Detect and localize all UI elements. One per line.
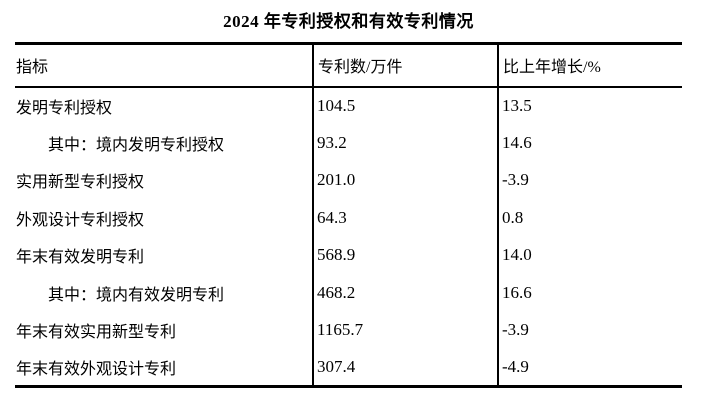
indicator-cell: 年末有效实用新型专利 [16,324,177,342]
growth-cell: -4.9 [497,349,682,387]
indicator-cell: 年末有效发明专利 [16,249,145,267]
table-row: 外观设计专利授权 64.3 0.8 [15,199,682,237]
patent-count-cell: 104.5 [312,86,498,124]
indicator-cell: 其中：境内有效发明专利 [48,286,225,304]
table-header: 指标 专利数/万件 比上年增长/% [15,43,682,88]
indicator-cell: 年末有效外观设计专利 [16,361,177,378]
table-body: 发明专利授权 104.5 13.5 其中：境内发明专利授权 93.2 14.6 实用新型专利… [15,86,682,387]
table-row: 发明专利授权 104.5 13.5 [15,86,682,124]
column-header-patent-count: 专利数/万件 [312,43,498,88]
indicator-cell: 其中：境内发明专利授权 [48,136,225,154]
table-row: 实用新型专利授权 201.0 -3.9 [15,161,682,199]
patent-count-cell: 64.3 [312,199,498,237]
patent-count-cell: 1165.7 [312,311,498,349]
table-row: 其中：境内发明专利授权 93.2 14.6 [15,124,682,162]
patent-count-cell: 568.9 [312,236,498,274]
indicator-cell: 外观设计专利授权 [16,211,145,229]
growth-cell: -3.9 [497,311,682,349]
patent-count-cell: 201.0 [312,161,498,199]
header-row: 指标 专利数/万件 比上年增长/% [15,43,682,88]
table-block: 2024 年专利授权和有效专利情况 指标 专利数/万件 比上年增长/% 发明专利… [15,0,682,388]
growth-cell: 14.6 [497,124,682,162]
growth-cell: 16.6 [497,274,682,312]
growth-cell: 14.0 [497,236,682,274]
growth-cell: -3.9 [497,161,682,199]
growth-cell: 0.8 [497,199,682,237]
patent-statistics-table: 指标 专利数/万件 比上年增长/% 发明专利授权 104.5 13.5 其中：境内发明… [15,42,682,388]
patent-count-cell: 93.2 [312,124,498,162]
column-header-indicator: 指标 [15,43,313,88]
patent-count-cell: 468.2 [312,274,498,312]
indicator-cell: 实用新型专利授权 [16,174,145,192]
table-row: 年末有效外观设计专利 307.4 -4.9 [15,349,682,387]
indicator-cell: 发明专利授权 [16,99,113,117]
table-title: 2024 年专利授权和有效专利情况 [223,12,474,31]
table-row: 年末有效实用新型专利 1165.7 -3.9 [15,311,682,349]
table-row: 年末有效发明专利 568.9 14.0 [15,236,682,274]
growth-cell: 13.5 [497,86,682,124]
column-header-growth: 比上年增长/% [497,43,682,88]
table-row: 其中：境内有效发明专利 468.2 16.6 [15,274,682,312]
patent-count-cell: 307.4 [312,349,498,387]
